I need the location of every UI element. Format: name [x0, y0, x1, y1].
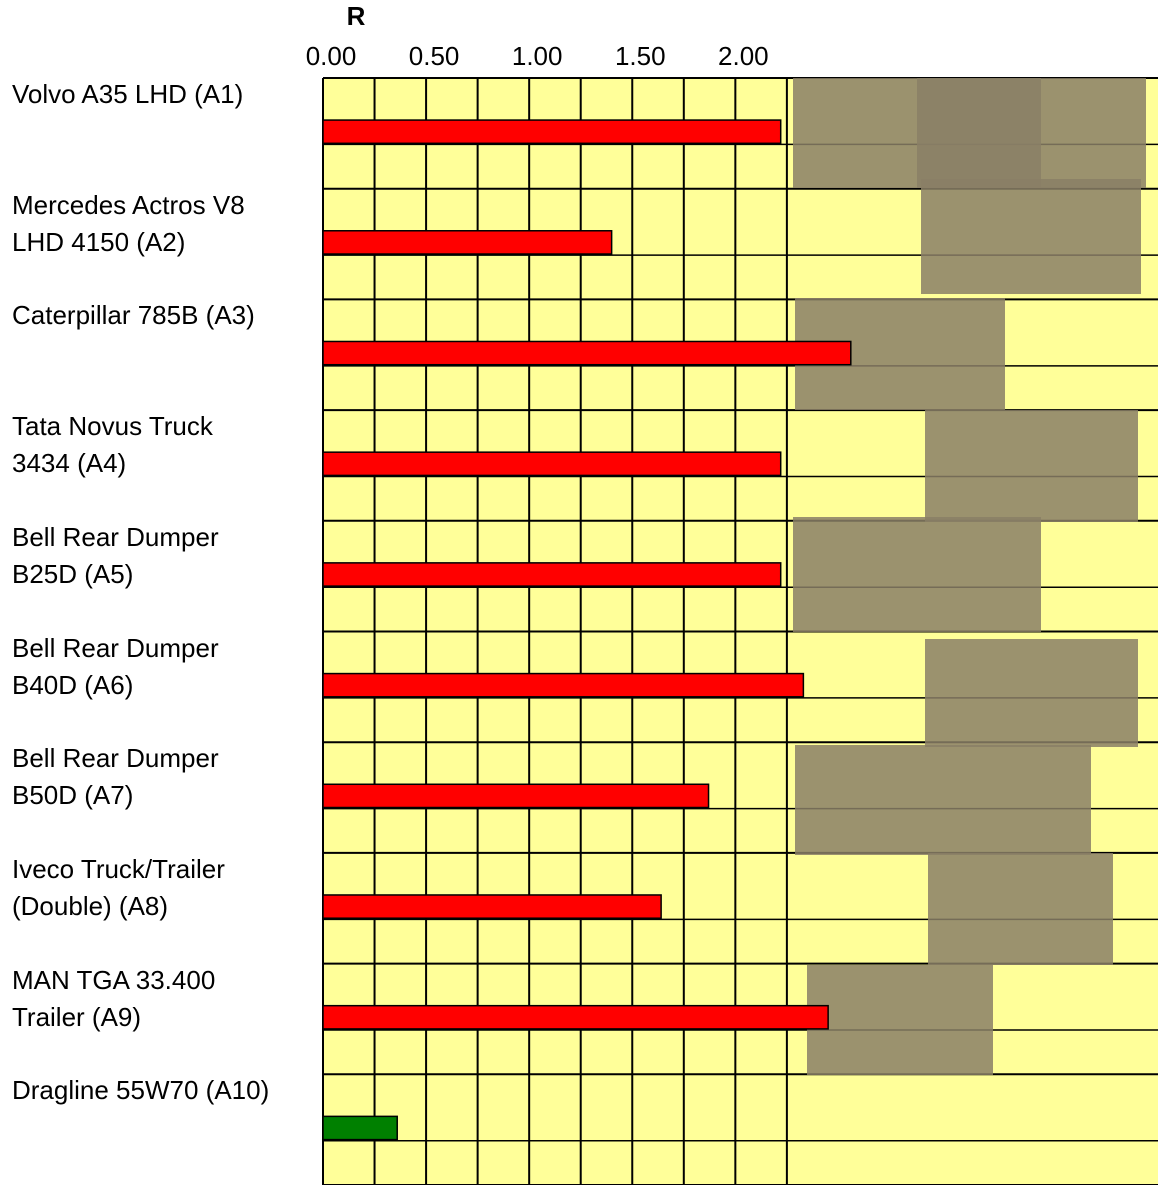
x-tick-label: 0.00: [306, 41, 357, 71]
bar: [322, 894, 662, 919]
bar: [322, 119, 782, 145]
category-label: Bell Rear Dumper B25D (A5): [12, 521, 219, 589]
bar: [322, 1004, 829, 1030]
truck-photo: [925, 410, 1138, 522]
bar: [322, 672, 805, 698]
bar: [322, 783, 710, 809]
bar: [322, 230, 613, 255]
chart-title: R: [347, 1, 366, 31]
category-label: Bell Rear Dumper B50D (A7): [12, 743, 219, 811]
truck-photo: [925, 639, 1138, 747]
category-label: MAN TGA 33.400 Trailer (A9): [12, 964, 216, 1032]
truck-photo: [793, 517, 1041, 632]
truck-photo: [921, 179, 1141, 294]
x-tick-label: 0.50: [409, 41, 460, 71]
bar: [322, 451, 782, 477]
bar: [322, 562, 782, 587]
category-label: Tata Novus Truck 3434 (A4): [12, 411, 213, 479]
truck-photo: [793, 78, 1041, 188]
bar: [322, 340, 852, 366]
category-label: Iveco Truck/Trailer (Double) (A8): [12, 853, 225, 921]
category-label: Dragline 55W70 (A10): [12, 1075, 270, 1106]
truck-photo: [795, 745, 1091, 855]
category-label: Volvo A35 LHD (A1): [12, 79, 244, 109]
x-tick-label: 2.00: [718, 41, 769, 71]
category-label: Bell Rear Dumper B40D (A6): [12, 632, 219, 700]
category-label: Mercedes Actros V8 LHD 4150 (A2): [12, 189, 245, 257]
truck-photo: [807, 965, 993, 1075]
bar: [322, 1115, 398, 1141]
x-tick-label: 1.00: [512, 41, 563, 71]
category-label: Caterpillar 785B (A3): [12, 300, 255, 331]
x-tick-label: 1.50: [615, 41, 666, 71]
truck-photo: [928, 853, 1113, 965]
